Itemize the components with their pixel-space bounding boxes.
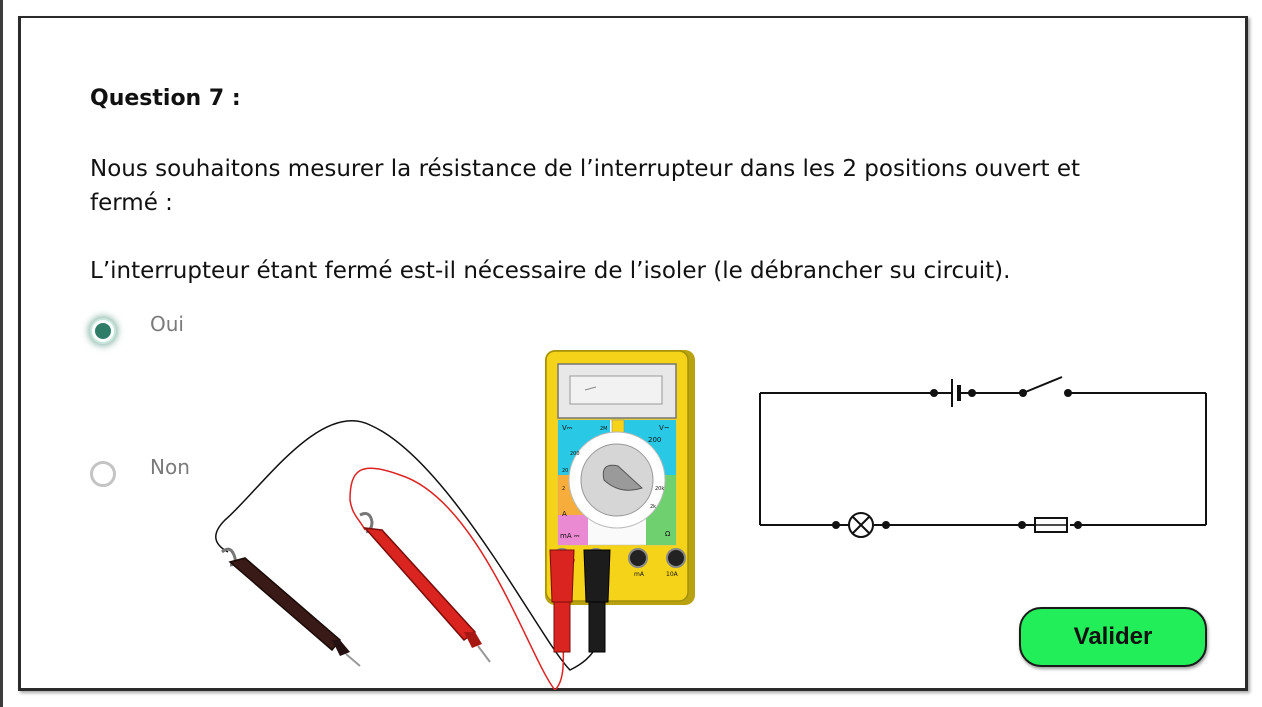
dial-pointer-icon [602,464,643,491]
battery-symbol [930,379,976,407]
validate-button[interactable]: Valider [1019,607,1207,667]
label-2m: 2M [600,426,608,432]
radio-selected-dot [95,323,111,339]
label-amps: A [562,510,567,518]
label-ohm: Ω [665,530,671,538]
label-vdc: V⎓ [562,424,573,432]
label-ma-dc: mA ⎓ [560,532,580,540]
10a-jack[interactable] [666,548,686,568]
circuit-diagram [759,376,1207,538]
question-text: Nous souhaitons mesurer la résistance de… [90,156,1081,216]
black-plug[interactable] [583,549,611,603]
black-wire [215,419,606,671]
multimeter-illustration: V⎓ V~ A mA ⎓ Ω 200 2M 20k 2k 200 20 2 mA… [215,350,695,690]
question-subtext: L’interrupteur étant fermé est-il nécess… [90,258,1011,284]
fuse-symbol [1018,517,1082,533]
question-title: Question 7 : [90,86,241,111]
switch-symbol [1019,376,1072,397]
lcd-display [569,375,663,405]
lamp-symbol [832,512,890,538]
label-20: 20 [562,468,568,474]
radio-oui[interactable] [90,318,116,344]
label-200b: 200 [570,451,580,457]
multimeter: V⎓ V~ A mA ⎓ Ω 200 2M 20k 2k 200 20 2 mA… [545,350,695,653]
label-2: 2 [562,486,565,492]
red-plug[interactable] [549,549,575,603]
label-200: 200 [648,436,661,444]
red-probe[interactable] [359,512,491,663]
label-vac: V~ [659,424,670,432]
label-10a-jack: 10A [666,571,679,578]
option-oui-label: Oui [150,312,184,336]
ma-jack[interactable] [628,548,648,568]
label-ma-jack: mA [634,571,645,578]
black-probe[interactable] [221,547,361,667]
window-edge [0,0,3,707]
label-20k: 20k [655,486,664,492]
red-wire [349,467,565,690]
label-2k: 2k [650,504,656,510]
radio-non[interactable] [90,461,116,487]
option-non-label: Non [150,455,190,479]
